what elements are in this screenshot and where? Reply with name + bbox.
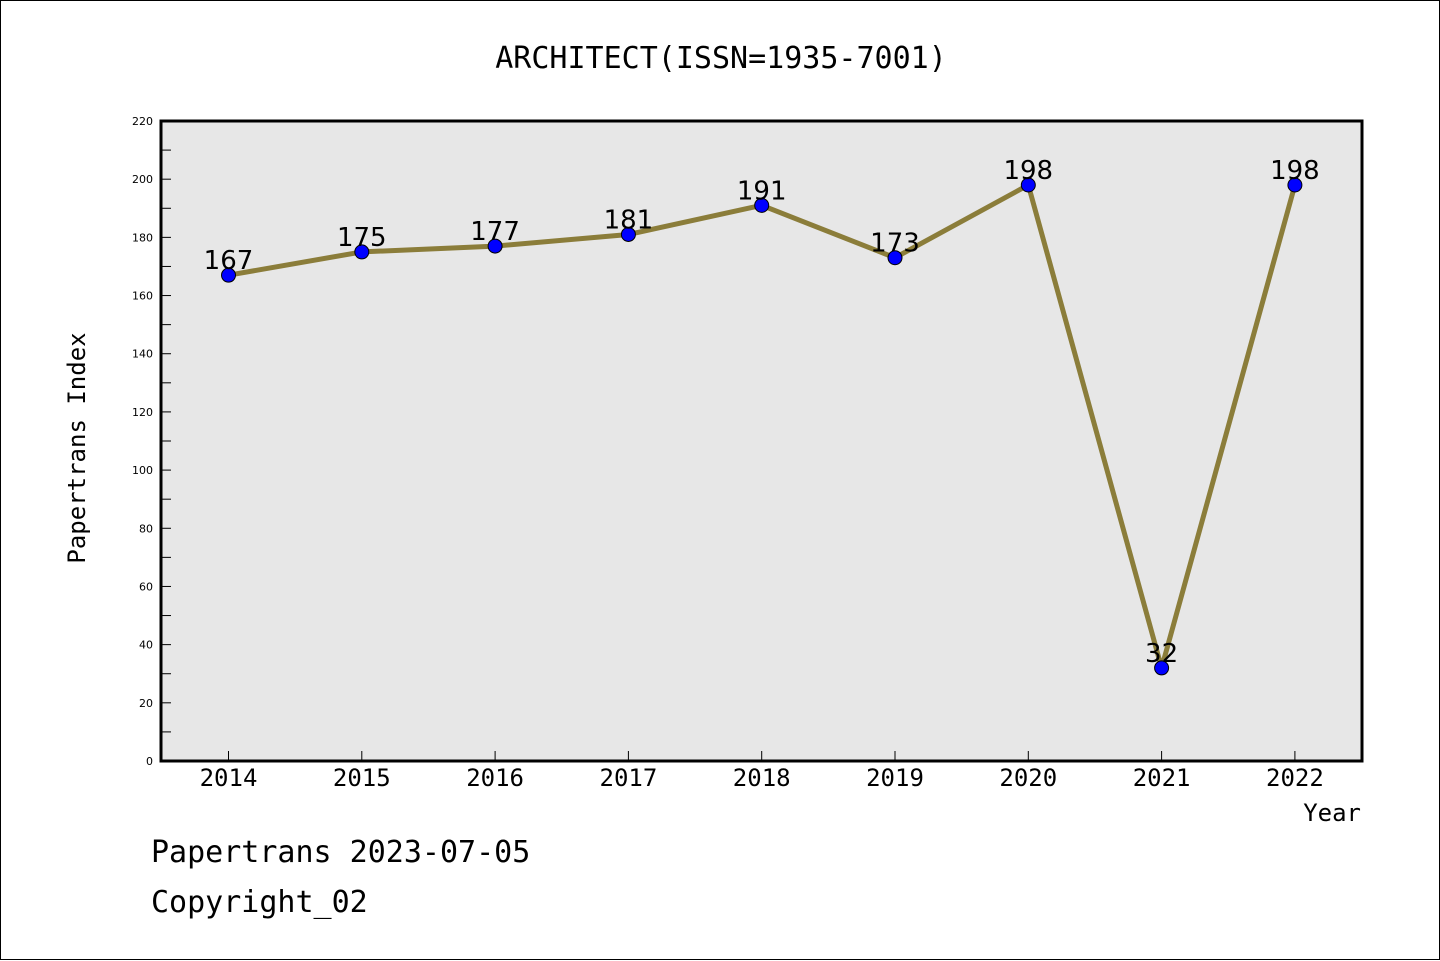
data-label: 198 — [1270, 156, 1320, 186]
x-tick-label: 2020 — [999, 764, 1057, 792]
y-axis: 0 20 40 60 80 100 120 140 160 180 200 220 — [132, 115, 171, 768]
x-tick-label: 2022 — [1266, 764, 1324, 792]
y-tick-label: 140 — [132, 348, 153, 361]
y-tick-label: 200 — [132, 173, 153, 186]
y-tick-label: 220 — [132, 115, 153, 128]
x-tick-label: 2016 — [466, 764, 524, 792]
data-point — [887, 250, 903, 266]
data-point — [1020, 177, 1036, 193]
y-tick-label: 0 — [146, 755, 153, 768]
y-tick-label: 40 — [139, 639, 153, 652]
y-axis-label: Papertrans Index — [63, 332, 91, 563]
data-point — [1287, 177, 1303, 193]
y-tick-label: 180 — [132, 231, 153, 244]
plot-border — [159, 119, 1364, 763]
data-label: 175 — [337, 223, 387, 253]
x-tick-label: 2019 — [866, 764, 924, 792]
data-label: 173 — [870, 229, 920, 259]
x-axis-label: Year — [1303, 799, 1361, 827]
data-label: 198 — [1003, 156, 1053, 186]
chart-title: ARCHITECT(ISSN=1935-7001) — [495, 41, 947, 76]
y-tick-label: 100 — [132, 464, 153, 477]
data-point — [354, 244, 370, 260]
data-point — [487, 238, 503, 254]
x-tick-label: 2014 — [200, 764, 258, 792]
x-tick-label: 2015 — [333, 764, 391, 792]
data-point — [221, 267, 236, 283]
footer-copyright-text: Copyright_02 — [151, 885, 368, 920]
x-tick-label: 2018 — [733, 764, 791, 792]
data-series: 167 175 177 181 191 173 198 32 198 — [204, 156, 1320, 676]
data-label: 181 — [604, 205, 654, 235]
data-label: 32 — [1145, 639, 1178, 669]
y-tick-label: 80 — [139, 522, 153, 535]
data-label: 191 — [737, 176, 787, 206]
y-tick-label: 20 — [139, 697, 153, 710]
data-label: 177 — [470, 217, 520, 247]
x-axis: 2014 2015 2016 2017 2018 2019 2020 2021 2022 — [200, 751, 1324, 792]
footer-date-text: Papertrans 2023-07-05 — [151, 835, 531, 870]
x-tick-label: 2021 — [1133, 764, 1191, 792]
y-tick-label: 120 — [132, 406, 153, 419]
data-point — [620, 226, 636, 242]
data-point — [754, 197, 770, 213]
data-point — [1154, 660, 1170, 676]
y-tick-label: 60 — [139, 580, 153, 593]
x-tick-label: 2017 — [600, 764, 658, 792]
plot-area — [161, 121, 1362, 761]
data-label: 167 — [204, 246, 254, 276]
y-tick-label: 160 — [132, 290, 153, 303]
